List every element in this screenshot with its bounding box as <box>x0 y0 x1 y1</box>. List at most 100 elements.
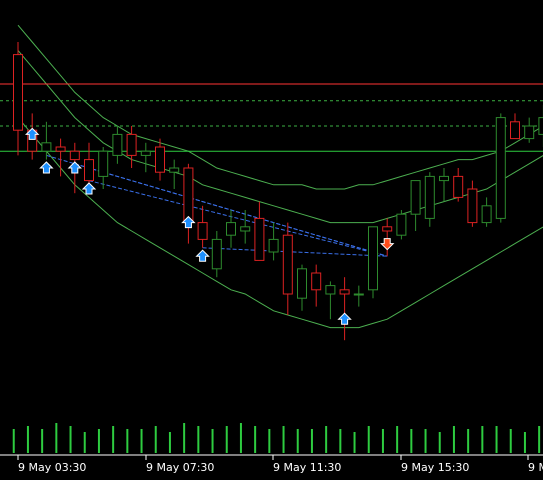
candle <box>481 197 492 227</box>
candle <box>510 113 520 140</box>
candle <box>282 222 293 315</box>
candle <box>424 172 435 227</box>
candle-body <box>524 125 535 140</box>
candle <box>98 147 109 189</box>
levels-layer <box>0 83 543 152</box>
candle <box>41 121 52 160</box>
candle-body <box>240 226 251 232</box>
candle <box>297 264 307 311</box>
candle-body <box>140 150 151 156</box>
time-tick-label: 9 May 11:30 <box>273 461 341 474</box>
candle-body <box>126 133 137 156</box>
candle <box>169 159 180 189</box>
candle-body <box>282 234 293 295</box>
candle-body <box>467 188 478 224</box>
candle <box>311 264 322 307</box>
candle <box>467 180 478 227</box>
candles-layer <box>13 42 543 341</box>
buy-arrow-icon <box>67 161 83 174</box>
candle <box>495 113 506 223</box>
candle <box>325 281 336 320</box>
candle-body <box>353 293 364 296</box>
candle-body <box>396 213 407 236</box>
candle <box>368 226 378 299</box>
candle-body <box>13 54 23 131</box>
candle-body <box>538 117 543 135</box>
candle-body <box>211 238 222 270</box>
candle-body <box>368 226 378 291</box>
candle-body <box>382 226 393 232</box>
candle <box>84 142 94 185</box>
candle-body <box>510 121 520 140</box>
candle <box>55 138 66 177</box>
candle-body <box>112 133 123 156</box>
candle <box>126 126 137 168</box>
candle <box>140 142 151 173</box>
candle <box>183 163 194 244</box>
candle <box>268 222 279 261</box>
buy-arrow-icon <box>181 215 196 229</box>
candle-body <box>439 175 449 182</box>
candle-body <box>424 175 435 219</box>
bands-layer <box>17 24 543 329</box>
sell-arrow-icon <box>379 238 395 251</box>
candle-body <box>325 285 336 295</box>
candle-body <box>155 146 165 173</box>
candle <box>453 168 464 202</box>
candle-body <box>84 159 94 182</box>
candle-body <box>254 217 265 261</box>
candle-body <box>98 150 109 177</box>
candle-body <box>453 175 464 198</box>
candle <box>382 218 393 257</box>
candle-body <box>69 150 80 161</box>
candle <box>211 231 222 278</box>
candle-body <box>55 146 66 152</box>
buy-arrow-icon <box>81 182 97 195</box>
candle-body <box>311 272 322 291</box>
candle <box>197 205 208 248</box>
band-upper-line <box>17 24 543 190</box>
signals-layer <box>24 127 395 325</box>
band-lower-line <box>17 117 543 329</box>
candle <box>410 180 421 231</box>
candle-body <box>226 222 236 236</box>
candle <box>13 42 23 156</box>
candle-body <box>169 167 180 173</box>
candle-body <box>495 117 506 219</box>
time-tick-marks <box>17 455 529 460</box>
buy-arrow-icon <box>24 127 40 140</box>
buy-arrow-icon <box>195 249 210 262</box>
candle <box>538 105 543 147</box>
candle <box>240 210 251 244</box>
candle <box>339 277 350 341</box>
time-tick-label: 9 May 07:30 <box>146 461 214 474</box>
candle-body <box>268 238 279 253</box>
candle <box>112 126 123 164</box>
time-axis: 9 May 03:30 9 May 07:30 9 May 11:30 9 Ma… <box>18 461 543 474</box>
candle <box>226 210 236 248</box>
time-tick-label: 9 May 15:30 <box>401 461 469 474</box>
candle-body <box>339 289 350 295</box>
time-tick-label: 9 May 19:30 <box>528 461 543 474</box>
volume-layer <box>12 423 541 453</box>
candle-body <box>41 142 52 152</box>
buy-arrow-icon <box>337 312 352 325</box>
signal-line <box>88 180 388 257</box>
candle <box>254 201 265 261</box>
buy-arrow-icon <box>39 161 54 174</box>
candle-body <box>297 268 307 299</box>
candle <box>439 168 449 202</box>
candle-body <box>481 205 492 224</box>
candle <box>396 210 407 240</box>
candle-body <box>197 222 208 240</box>
candle-body <box>183 167 194 224</box>
band-middle-line <box>17 50 543 224</box>
candle <box>155 138 165 181</box>
signal-line <box>202 247 388 257</box>
candle-body <box>410 180 421 215</box>
time-tick-label: 9 May 03:30 <box>18 461 86 474</box>
candle <box>524 117 535 143</box>
candle <box>353 285 364 307</box>
